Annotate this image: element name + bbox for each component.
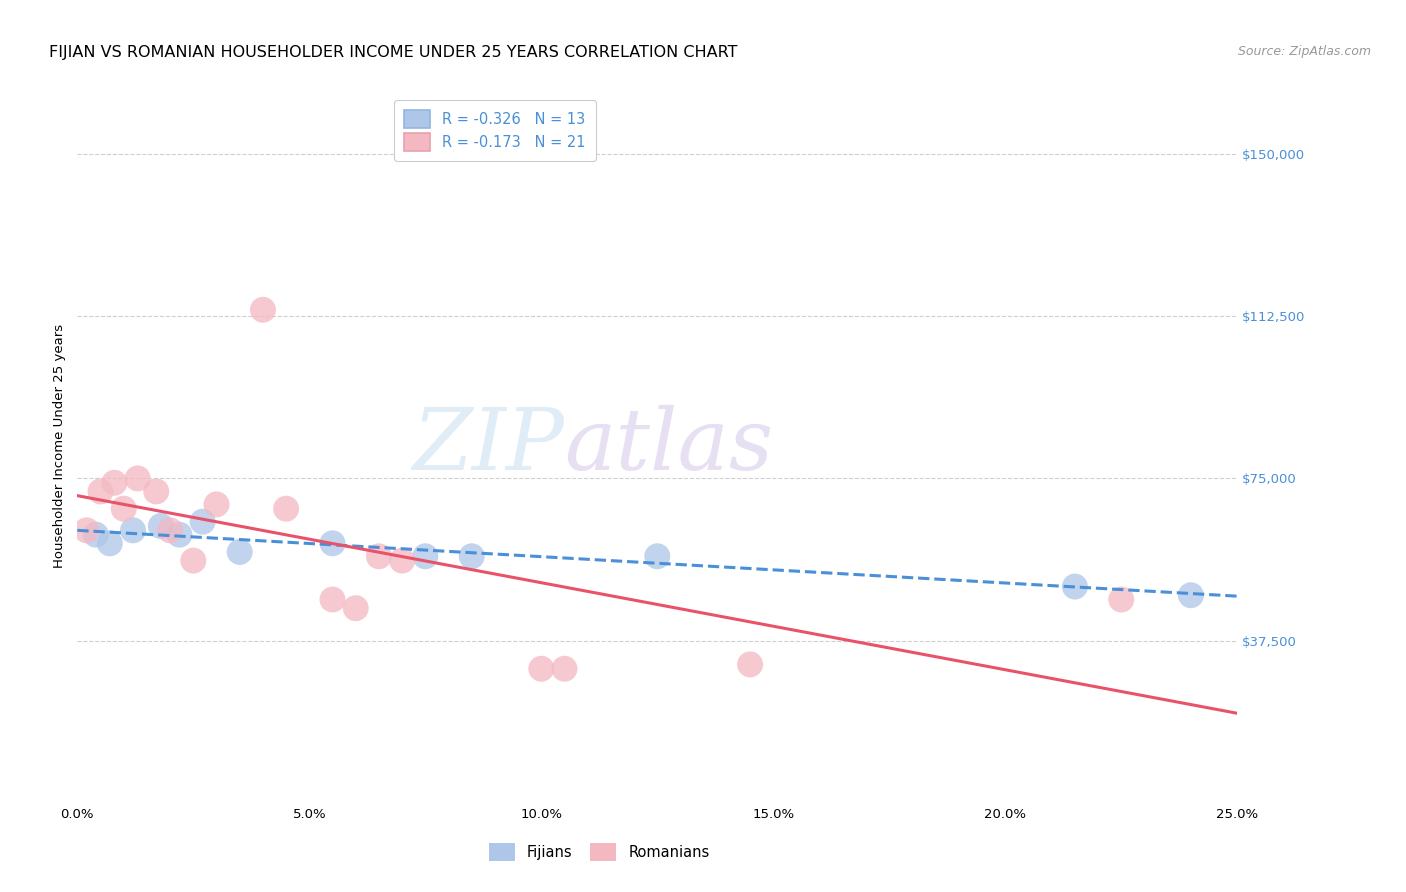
Point xyxy=(159,524,181,538)
Point xyxy=(228,545,252,559)
Point xyxy=(205,497,228,511)
Point xyxy=(90,484,111,499)
Point xyxy=(1111,592,1133,607)
Text: atlas: atlas xyxy=(565,405,773,487)
Text: FIJIAN VS ROMANIAN HOUSEHOLDER INCOME UNDER 25 YEARS CORRELATION CHART: FIJIAN VS ROMANIAN HOUSEHOLDER INCOME UN… xyxy=(49,45,738,60)
Point xyxy=(344,601,367,615)
Point xyxy=(122,524,145,538)
Text: ZIP: ZIP xyxy=(412,405,565,487)
Point xyxy=(321,592,344,607)
Text: Source: ZipAtlas.com: Source: ZipAtlas.com xyxy=(1237,45,1371,58)
Y-axis label: Householder Income Under 25 years: Householder Income Under 25 years xyxy=(53,324,66,568)
Point xyxy=(112,501,135,516)
Point xyxy=(191,515,214,529)
Point xyxy=(413,549,436,564)
Point xyxy=(76,524,98,538)
Point xyxy=(183,553,205,567)
Point xyxy=(127,471,149,485)
Point xyxy=(252,302,274,317)
Point xyxy=(169,527,191,541)
Point xyxy=(1180,588,1202,602)
Legend: Fijians, Romanians: Fijians, Romanians xyxy=(484,838,716,867)
Point xyxy=(149,519,172,533)
Point xyxy=(461,549,484,564)
Point xyxy=(554,662,576,676)
Point xyxy=(647,549,669,564)
Point xyxy=(368,549,391,564)
Point xyxy=(391,553,413,567)
Point xyxy=(1063,580,1085,594)
Point xyxy=(530,662,553,676)
Point xyxy=(740,657,762,672)
Point xyxy=(145,484,167,499)
Point xyxy=(276,501,298,516)
Point xyxy=(98,536,121,550)
Point xyxy=(103,475,125,490)
Point xyxy=(84,527,107,541)
Point xyxy=(321,536,344,550)
